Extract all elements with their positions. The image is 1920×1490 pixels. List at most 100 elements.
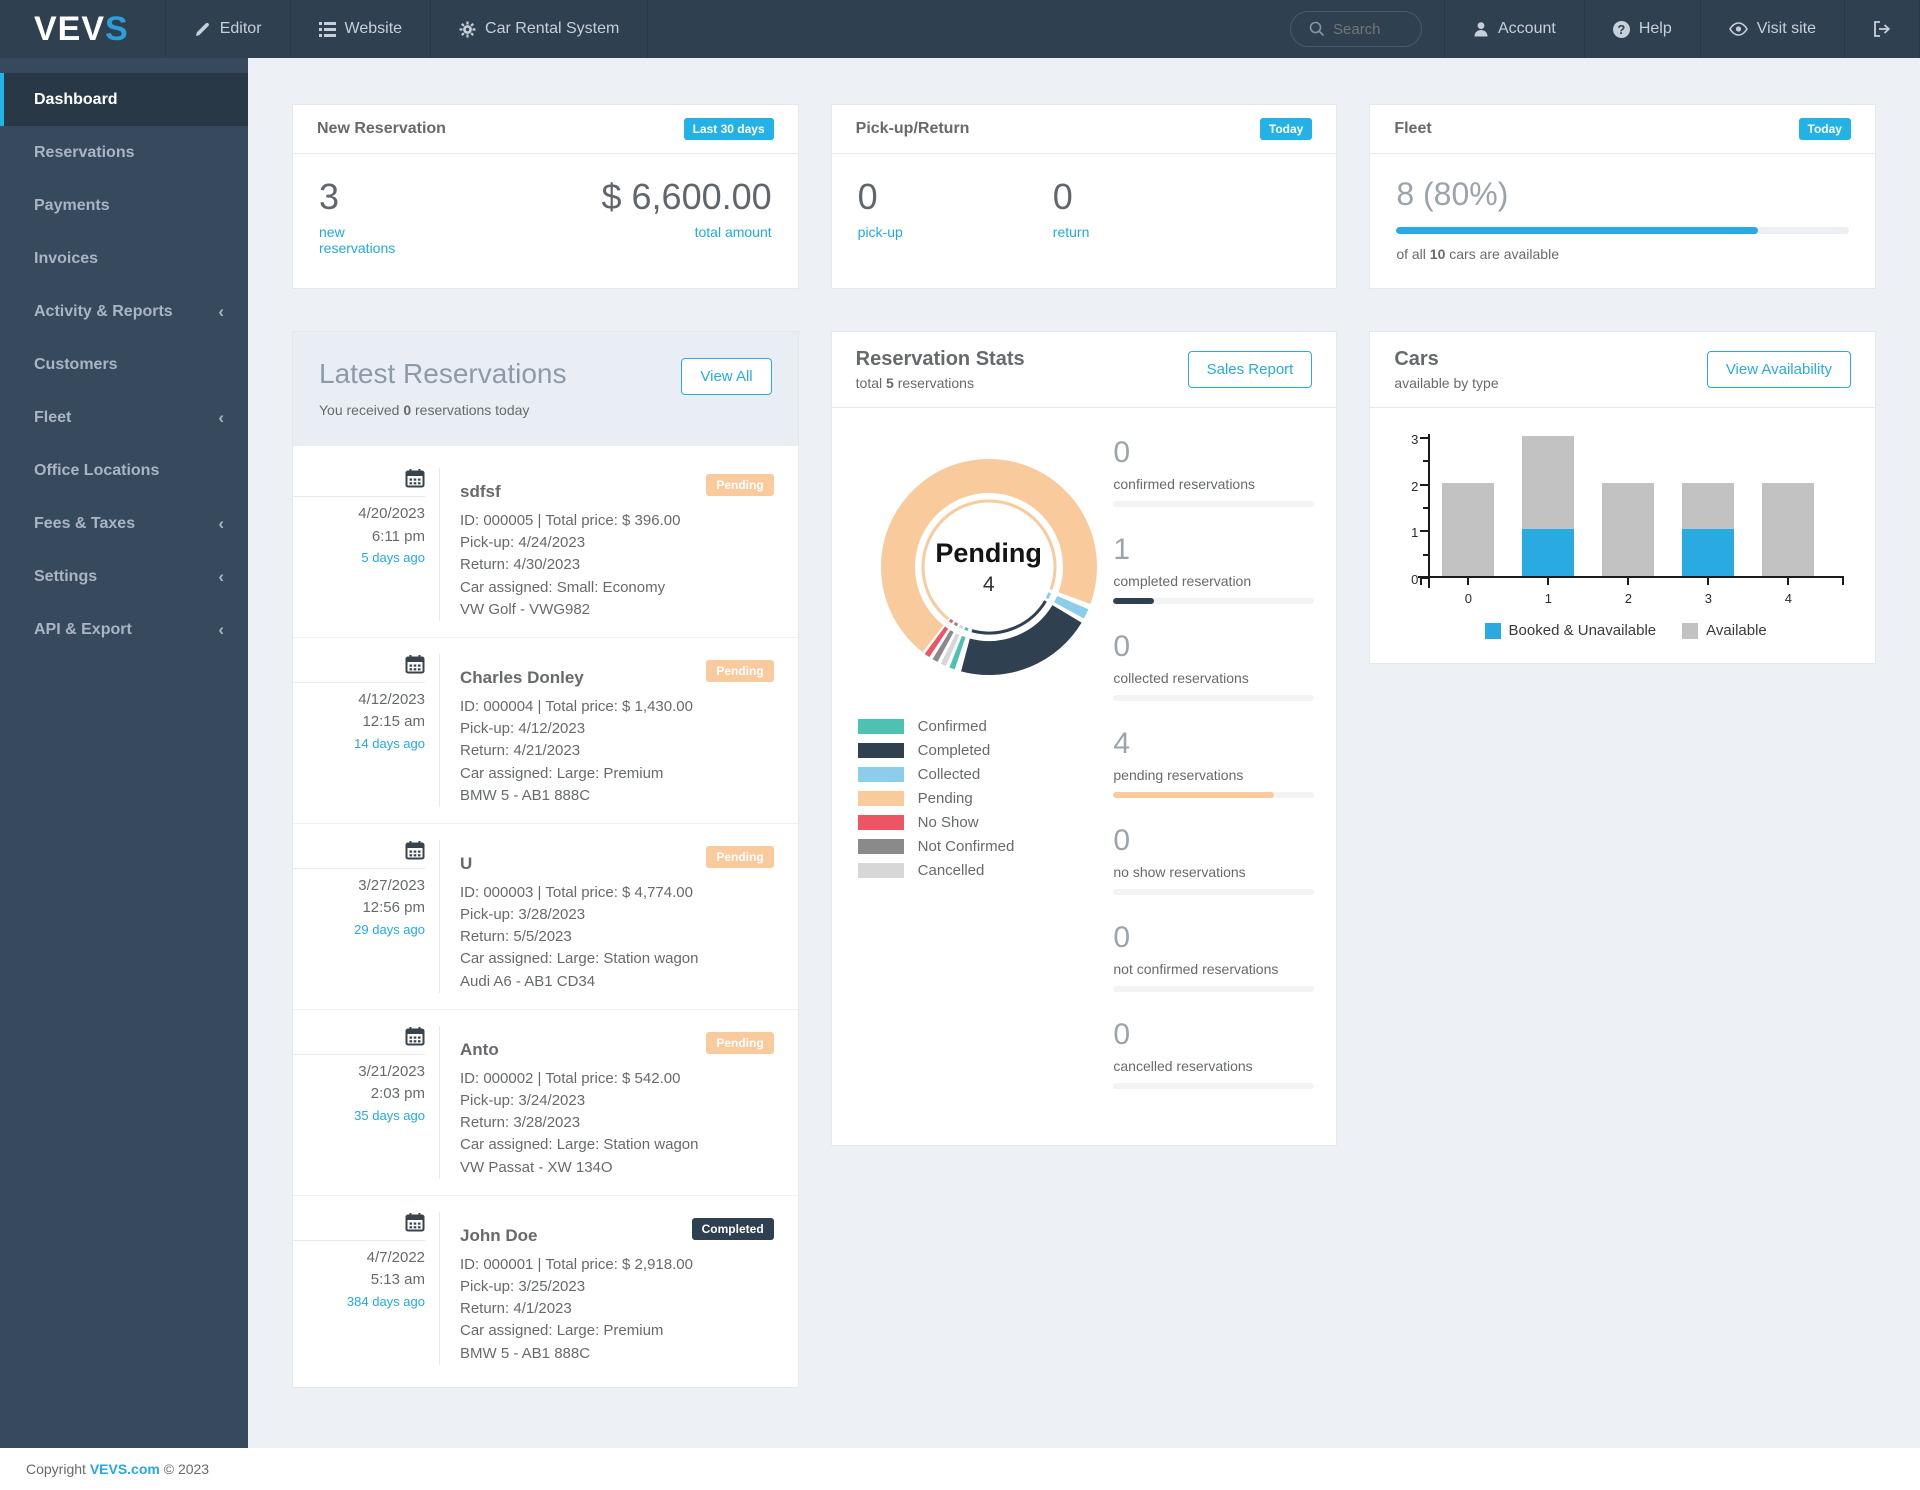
stat-label: no show reservations [1113, 864, 1246, 880]
stat-value: 4 [1113, 727, 1131, 760]
view-all-button[interactable]: View All [681, 358, 772, 395]
latest-reservations-card: Latest Reservations You received 0 reser… [292, 331, 799, 1388]
y-minor-tick [1423, 553, 1429, 556]
return-count: 0 [1052, 176, 1073, 217]
status-badge: Pending [706, 474, 774, 496]
new-reservations-count: 3 [319, 176, 340, 217]
chevron-left-icon: ‹ [218, 301, 224, 321]
pickup-count: 0 [857, 176, 878, 217]
chevron-left-icon: ‹ [218, 566, 224, 586]
sidebar-item[interactable]: Activity & Reports ‹ [0, 285, 248, 338]
reservation-date: 4/12/2023 [358, 690, 425, 708]
reservation-days-ago-link[interactable]: 35 days ago [354, 1107, 425, 1123]
reservation-stats-card: Reservation Stats total 5 reservations S… [830, 331, 1338, 1146]
vevs-logo[interactable]: VEV S [0, 0, 165, 58]
sidebar-item[interactable]: Reservations [0, 126, 248, 179]
stat-bar-track [1113, 986, 1315, 992]
legend-swatch [857, 791, 904, 806]
bar-legend-label: Available [1706, 622, 1767, 639]
sidebar-item[interactable]: Customers [0, 338, 248, 391]
view-availability-button[interactable]: View Availability [1706, 351, 1851, 388]
sidebar-item[interactable]: Invoices [0, 232, 248, 285]
visit-site-label: Visit site [1756, 20, 1816, 37]
customer-name[interactable]: Anto [460, 1039, 499, 1059]
stat-label: pending reservations [1113, 767, 1244, 783]
footer: Copyright VEVS.com © 2023 [0, 1447, 1920, 1490]
sidebar-item-label: API & Export [34, 620, 132, 638]
navbar-menu-item[interactable]: Editor [164, 0, 290, 58]
sidebar-item[interactable]: Fleet ‹ [0, 391, 248, 444]
search-box[interactable] [1290, 11, 1422, 47]
search-input[interactable] [1333, 20, 1403, 38]
card-title: New Reservation [317, 120, 446, 137]
sidebar-item[interactable]: Settings ‹ [0, 550, 248, 603]
stat-label: cancelled reservations [1113, 1058, 1253, 1074]
bar-segment-available [1522, 436, 1575, 530]
help-label: Help [1638, 20, 1672, 37]
bar-legend-swatch [1484, 622, 1501, 639]
sidebar-item[interactable]: API & Export ‹ [0, 603, 248, 656]
legend-item: Not Confirmed [857, 838, 1114, 855]
sidebar-item-label: Activity & Reports [34, 302, 173, 320]
visit-site-button[interactable]: Visit site [1699, 0, 1844, 58]
reservation-list-item[interactable]: 3/21/2023 2:03 pm 35 days ago Anto Pendi… [293, 1008, 798, 1195]
reservation-days-ago-link[interactable]: 29 days ago [354, 921, 425, 937]
reservation-car-type: Car assigned: Small: Economy [460, 578, 666, 596]
footer-vevs-link[interactable]: VEVS.com [89, 1460, 160, 1477]
legend-item: Collected [857, 766, 1114, 783]
cars-card: Cars available by type View Availability… [1369, 331, 1876, 664]
fleet-note: of all 10 cars are available [1396, 246, 1559, 262]
x-axis-end-tick [1420, 578, 1423, 585]
return-link[interactable]: return [1052, 224, 1090, 240]
y-tick [1420, 437, 1429, 439]
reservation-list-item[interactable]: 4/7/2022 5:13 am 384 days ago John Doe C… [293, 1194, 798, 1381]
bar-legend-swatch [1682, 622, 1699, 639]
reservation-pickup: Pick-up: 3/25/2023 [460, 1277, 586, 1295]
legend-label: Completed [917, 742, 991, 759]
reservation-pickup: Pick-up: 4/24/2023 [460, 534, 586, 552]
logout-button[interactable] [1844, 0, 1920, 58]
sidebar-item[interactable]: Payments [0, 179, 248, 232]
reservation-vehicle: VW Passat - XW 134O [460, 1158, 613, 1176]
y-tick-label: 1 [1411, 525, 1419, 541]
total-amount-link[interactable]: total amount [694, 224, 772, 240]
reservation-time: 6:11 pm [371, 527, 425, 545]
sidebar-item[interactable]: Office Locations [0, 444, 248, 497]
reservation-list-item[interactable]: 4/20/2023 6:11 pm 5 days ago sdfsf Pendi… [293, 452, 798, 637]
chevron-left-icon: ‹ [218, 619, 224, 639]
y-tick-label: 2 [1411, 478, 1419, 494]
reservation-days-ago-link[interactable]: 384 days ago [346, 1293, 425, 1309]
bar-segment-booked-unavailable [1522, 529, 1575, 576]
navbar-menu-item[interactable]: Website [289, 0, 431, 58]
customer-name[interactable]: U [460, 853, 473, 873]
customer-name[interactable]: sdfsf [460, 482, 501, 501]
account-button[interactable]: Account [1444, 0, 1584, 58]
reservation-list-item[interactable]: 3/27/2023 12:56 pm 29 days ago U Pending… [293, 822, 798, 1009]
customer-name[interactable]: John Doe [460, 1225, 538, 1245]
navbar-menu-item[interactable]: Car Rental System [430, 0, 649, 58]
reservation-date: 3/27/2023 [358, 876, 425, 894]
reservation-date-column: 4/20/2023 6:11 pm 5 days ago [293, 468, 439, 621]
x-tick-label: 1 [1544, 591, 1552, 606]
reservation-days-ago-link[interactable]: 5 days ago [361, 550, 425, 565]
chevron-left-icon: ‹ [218, 513, 224, 533]
legend-label: Confirmed [917, 718, 987, 735]
reservation-list-item[interactable]: 4/12/2023 12:15 am 14 days ago Charles D… [293, 636, 798, 823]
stat-bar-track [1113, 598, 1315, 604]
bar-legend-item: Available [1682, 622, 1767, 639]
sidebar-item[interactable]: Dashboard [0, 73, 248, 126]
reservation-time: 12:15 am [362, 713, 425, 731]
sidebar-item[interactable]: Fees & Taxes ‹ [0, 497, 248, 550]
dashboard-content: New Reservation Last 30 days 3 new reser… [248, 58, 1920, 1448]
sales-report-button[interactable]: Sales Report [1187, 351, 1313, 388]
reservation-days-ago-link[interactable]: 14 days ago [354, 735, 425, 751]
stat-bar-fill [1113, 792, 1275, 798]
y-axis [1428, 434, 1431, 588]
customer-name[interactable]: Charles Donley [460, 667, 584, 687]
new-reservations-link[interactable]: new reservations [319, 224, 396, 256]
x-tick-label: 0 [1464, 591, 1472, 606]
navbar-item-icon [194, 21, 211, 38]
chevron-left-icon: ‹ [218, 407, 224, 427]
pickup-link[interactable]: pick-up [857, 224, 903, 240]
help-button[interactable]: ? Help [1583, 0, 1700, 58]
